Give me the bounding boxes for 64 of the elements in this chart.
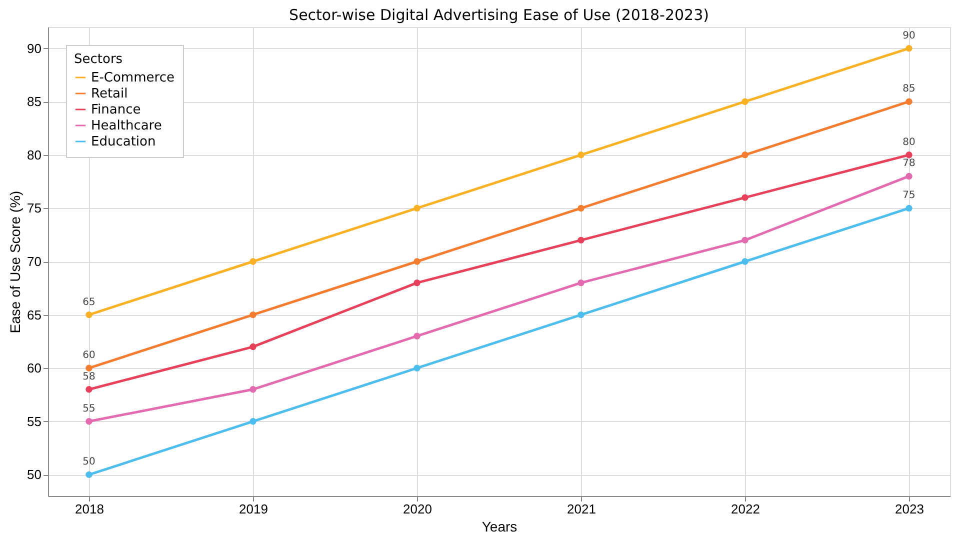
legend-label: Finance	[91, 102, 141, 118]
data-label: 60	[82, 350, 96, 362]
data-label: 58	[82, 371, 96, 382]
x-tick-label: 2019	[239, 502, 268, 516]
point	[250, 418, 256, 425]
point	[250, 258, 256, 265]
point	[906, 152, 912, 158]
point	[906, 204, 912, 212]
legend-label: Retail	[91, 86, 128, 102]
point	[578, 204, 584, 212]
data-label: 75	[902, 190, 916, 202]
point	[742, 98, 748, 105]
legend-title: Sectors	[74, 52, 123, 67]
point	[742, 236, 748, 244]
y-tick-label: 75	[27, 200, 42, 216]
point	[250, 386, 256, 393]
x-tick-label: 2018	[75, 502, 104, 516]
x-tick-label: 2020	[403, 502, 432, 516]
y-tick-label: 60	[27, 360, 42, 376]
point	[578, 279, 584, 286]
x-tick-label: 2022	[731, 502, 760, 516]
point	[86, 471, 92, 478]
point	[578, 236, 584, 244]
point	[250, 343, 256, 350]
x-tick-label: 2023	[895, 502, 924, 516]
y-tick-label: 55	[27, 414, 42, 429]
legend-label: E-Commerce	[91, 70, 174, 86]
point	[414, 364, 420, 372]
data-label: 50	[82, 456, 96, 468]
y-tick-label: 65	[27, 307, 42, 322]
x-axis-title: Years	[482, 518, 518, 534]
data-label: 80	[902, 136, 916, 148]
data-label: 55	[82, 403, 96, 414]
legend-label: Healthcare	[91, 118, 162, 134]
data-label: 85	[902, 84, 916, 95]
point	[250, 311, 256, 318]
data-label: 90	[902, 30, 916, 42]
y-tick-label: 50	[27, 467, 42, 482]
data-label: 78	[902, 158, 916, 170]
point	[906, 172, 912, 180]
y-tick-label: 90	[27, 40, 42, 56]
point	[742, 152, 748, 158]
point	[578, 152, 584, 158]
y-tick-label: 70	[27, 254, 42, 269]
point	[86, 386, 92, 393]
point	[414, 258, 420, 265]
legend-label: Education	[91, 134, 156, 150]
point	[414, 279, 420, 286]
y-axis-title: Ease of Use Score (%)	[7, 190, 24, 334]
y-tick-label: 85	[27, 94, 42, 110]
point	[906, 44, 912, 52]
data-label: 65	[82, 296, 96, 308]
point	[414, 332, 420, 340]
point	[86, 364, 92, 372]
point	[578, 311, 584, 318]
point	[742, 194, 748, 201]
point	[86, 311, 92, 318]
x-tick-label: 2021	[567, 502, 596, 516]
point	[742, 258, 748, 265]
point	[86, 418, 92, 425]
chart-title: Sector-wise Digital Advertising Ease of Use (2018-2023)	[289, 6, 709, 24]
point	[414, 204, 420, 212]
y-tick-label: 80	[27, 147, 42, 162]
point	[906, 98, 912, 105]
